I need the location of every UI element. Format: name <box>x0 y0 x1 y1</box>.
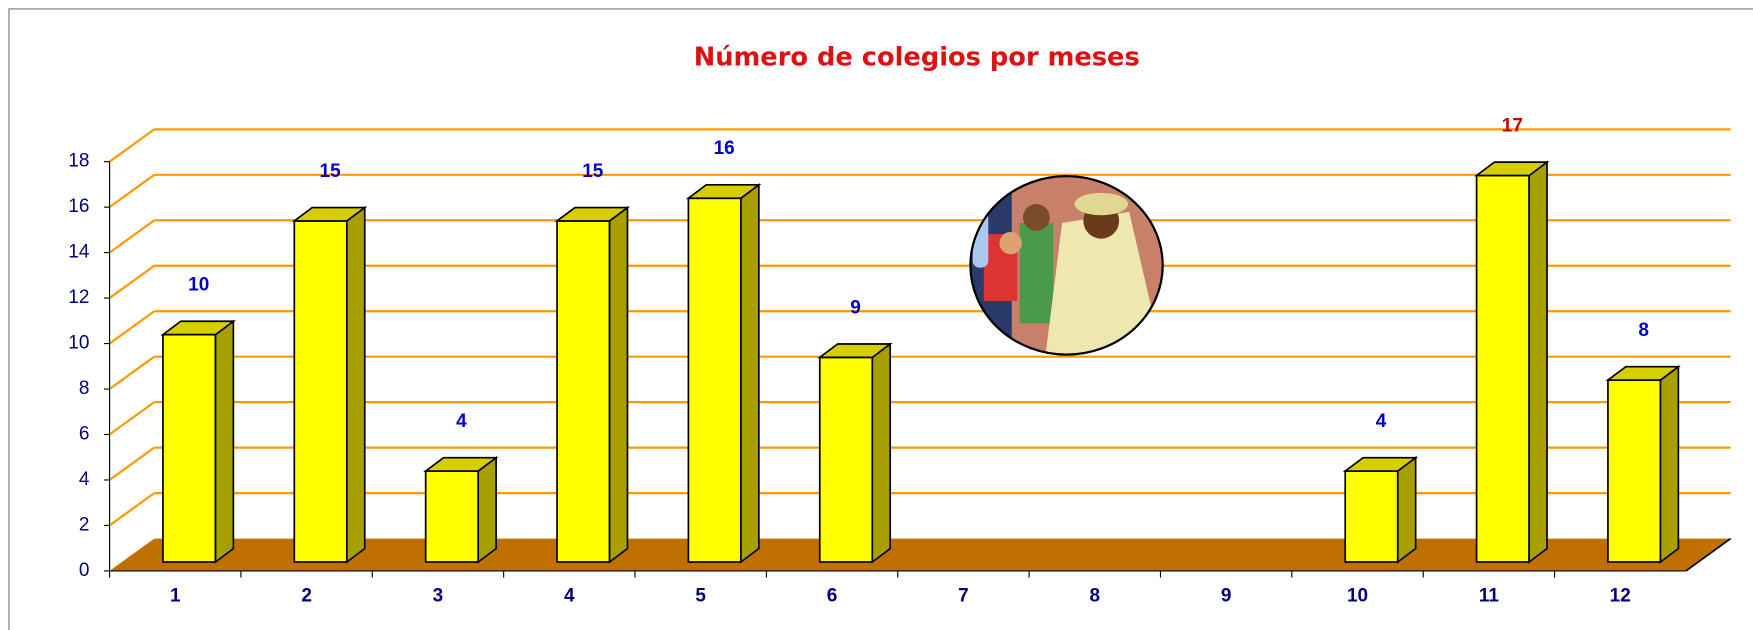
value-label: 15 <box>582 161 604 182</box>
bar <box>294 208 364 562</box>
bar-side <box>478 458 496 562</box>
bar-front <box>1608 380 1661 562</box>
value-label: 16 <box>714 138 735 159</box>
x-tick-label: 6 <box>827 586 838 607</box>
bar <box>163 321 233 562</box>
page: Número de colegios por meses 02468101214… <box>0 0 1753 630</box>
bar-side <box>1529 162 1547 562</box>
x-tick-label: 1 <box>170 586 181 607</box>
y-tick-label: 0 <box>79 560 90 581</box>
x-tick-label: 9 <box>1221 586 1232 607</box>
bar-front <box>426 471 479 562</box>
chart: Número de colegios por meses 02468101214… <box>0 0 1753 630</box>
bar <box>426 458 496 562</box>
y-tick-label: 14 <box>68 242 89 263</box>
bar <box>1345 458 1415 562</box>
bar-side <box>1660 367 1678 562</box>
value-label: 15 <box>320 161 342 182</box>
bar <box>820 344 890 562</box>
bar <box>557 208 627 562</box>
y-tick-label: 18 <box>68 151 89 172</box>
value-label: 9 <box>850 297 861 318</box>
x-tick-label: 3 <box>433 586 444 607</box>
y-tick-label: 4 <box>79 469 90 490</box>
y-tick-label: 8 <box>79 378 90 399</box>
y-tick-label: 6 <box>79 424 90 445</box>
x-tick-label: 8 <box>1089 586 1100 607</box>
bar-front <box>688 198 741 562</box>
bar-side <box>872 344 890 562</box>
bar-front <box>557 221 610 562</box>
bar <box>1608 367 1678 562</box>
x-tick-label: 11 <box>1479 586 1500 607</box>
y-tick-label: 16 <box>68 196 89 217</box>
bar-front <box>820 357 873 562</box>
chart-title: Número de colegios por meses <box>694 43 1140 73</box>
y-tick-label: 10 <box>68 333 89 354</box>
bar-side <box>741 185 759 562</box>
x-tick-label: 5 <box>695 586 706 607</box>
value-label: 4 <box>456 411 467 432</box>
x-tick-label: 4 <box>564 586 575 607</box>
bar-front <box>1345 471 1398 562</box>
y-tick-label: 12 <box>68 287 89 308</box>
bar <box>688 185 758 562</box>
x-tick-label: 12 <box>1610 586 1631 607</box>
bar-front <box>294 221 347 562</box>
y-tick-label: 2 <box>79 514 90 535</box>
value-label: 8 <box>1638 320 1649 341</box>
bar-side <box>347 208 365 562</box>
bar-side <box>1398 458 1416 562</box>
bar <box>1477 162 1547 562</box>
x-tick-label: 2 <box>301 586 312 607</box>
bar-front <box>1477 175 1530 561</box>
value-label: 4 <box>1376 411 1387 432</box>
value-label: 17 <box>1502 115 1523 136</box>
bar-front <box>163 335 216 562</box>
value-label: 10 <box>188 275 209 296</box>
bar-side <box>610 208 628 562</box>
x-tick-label: 7 <box>958 586 969 607</box>
bar-side <box>215 321 233 562</box>
x-tick-label: 10 <box>1347 586 1368 607</box>
